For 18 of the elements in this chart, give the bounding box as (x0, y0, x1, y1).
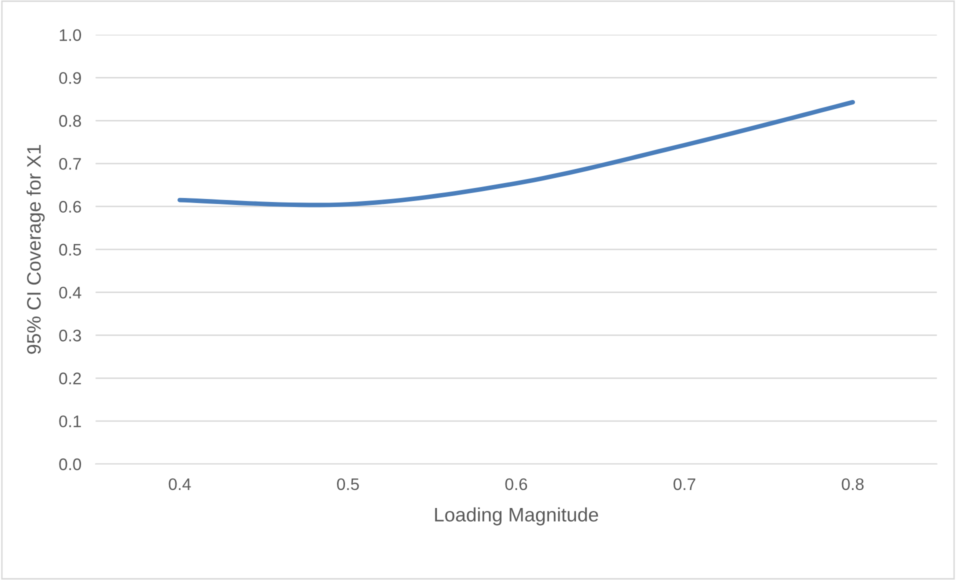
y-tick-label: 0.0 (59, 458, 82, 470)
y-tick-label: 1.0 (60, 29, 82, 42)
y-axis-title: 95% CI Coverage for X1 (26, 144, 45, 354)
y-tick-label: 0.5 (59, 244, 82, 256)
y-tick-label: 0.9 (59, 72, 81, 84)
x-tick-label: 0.5 (337, 478, 359, 490)
y-tick-label: 0.6 (59, 200, 81, 213)
y-tick-label: 0.1 (59, 415, 81, 428)
y-tick-label: 0.4 (59, 286, 82, 299)
y-tick-label: 0.2 (59, 372, 81, 384)
y-tick-label: 0.3 (59, 330, 81, 342)
y-tick-label: 0.7 (59, 158, 81, 170)
x-axis-title: Loading Magnitude (435, 507, 598, 526)
x-tick-label: 0.7 (674, 478, 696, 490)
x-tick-label: 0.6 (505, 478, 528, 490)
x-tick-label: 0.8 (842, 478, 864, 490)
y-tick-label: 0.8 (59, 115, 81, 127)
x-tick-label: 0.4 (168, 478, 191, 490)
